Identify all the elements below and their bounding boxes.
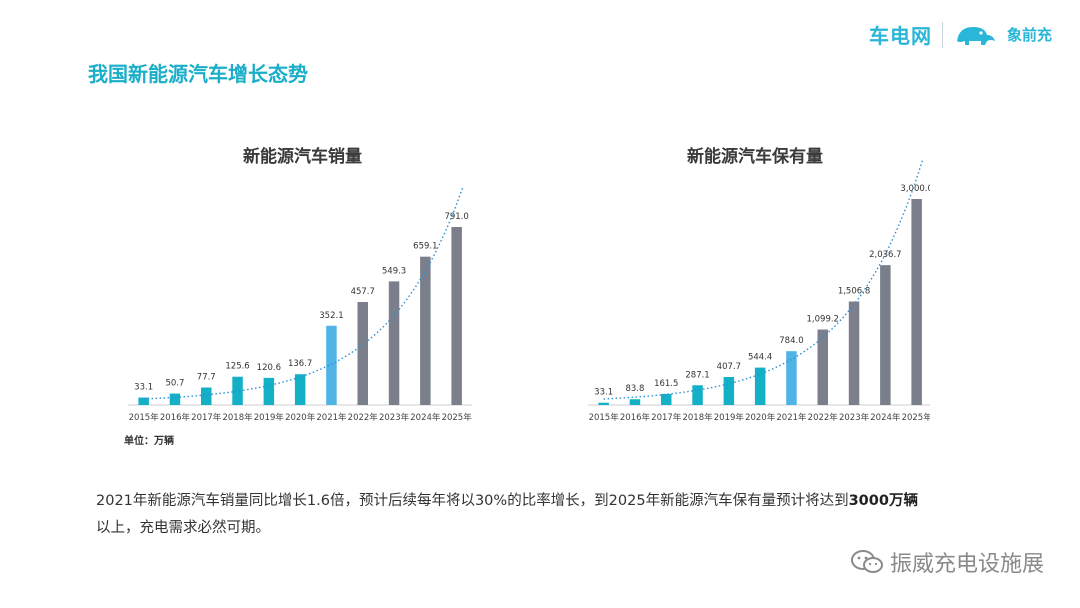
bar [911, 199, 922, 405]
tick-label: 2020年 [745, 412, 776, 423]
tick-label: 2025年 [442, 412, 473, 423]
chart-title: 新能源汽车保有量 [687, 147, 823, 167]
data-label: 457.7 [351, 287, 375, 297]
data-label: 33.1 [134, 383, 153, 393]
data-label: 120.6 [257, 363, 281, 373]
tick-label: 2015年 [129, 412, 160, 423]
tick-label: 2021年 [316, 412, 347, 423]
data-label: 125.6 [225, 362, 249, 372]
wechat-icon [850, 550, 883, 573]
bar [661, 393, 672, 405]
watermark-text: 振威充电设施展 [889, 552, 1044, 577]
bar [880, 265, 891, 405]
tick-label: 2023年 [379, 412, 410, 423]
bar [232, 376, 243, 405]
tick-label: 2020年 [285, 412, 316, 423]
bar [451, 227, 462, 405]
tick-label: 2017年 [651, 412, 682, 423]
bar [357, 302, 368, 405]
bar [263, 377, 275, 405]
data-label: 1,506.8 [838, 287, 870, 297]
data-label: 77.7 [197, 373, 216, 383]
data-label: 352.1 [319, 311, 343, 321]
data-label: 791.0 [444, 212, 468, 222]
ownership-chart-svg: 33.1 2015年 83.8 2016年 161.5 2017年 287.1 2018年 40… [588, 159, 930, 423]
sales-chart: 新能源汽车销量 33.1 2015年 50.7 2016年 77.7 2017年 125.6… [120, 142, 485, 432]
summary-bold: 3000万辆 [848, 493, 918, 509]
bar [420, 256, 431, 405]
tick-label: 2021年 [776, 412, 807, 423]
data-label: 784.0 [779, 336, 803, 346]
logo-divider [941, 21, 943, 48]
data-label: 83.8 [625, 384, 644, 394]
watermark: 振威充电设施展 [850, 546, 1044, 578]
tick-label: 2025年 [902, 412, 930, 423]
data-label: 136.7 [288, 359, 312, 369]
trend-line [603, 159, 924, 400]
tick-label: 2017年 [191, 412, 222, 423]
tick-label: 2022年 [808, 412, 839, 423]
bar [138, 397, 149, 405]
data-label: 33.1 [594, 388, 613, 398]
data-label: 161.5 [654, 379, 678, 389]
data-label: 3,000.0 [900, 184, 930, 194]
trend-line [143, 187, 464, 400]
bar [326, 325, 337, 405]
bar [388, 281, 400, 405]
tick-label: 2023年 [839, 412, 870, 423]
data-label: 549.3 [382, 266, 406, 276]
tick-label: 2024年 [870, 412, 901, 423]
bar [848, 301, 860, 405]
logo-xiangQianChong: 象前充 [1006, 26, 1052, 44]
elephant-logo-icon [956, 26, 995, 45]
bar [817, 329, 828, 405]
data-label: 544.4 [748, 353, 772, 363]
bar [294, 374, 306, 405]
tick-label: 2016年 [160, 412, 191, 423]
bar [754, 367, 766, 405]
bar [692, 385, 703, 405]
chart-title: 新能源汽车销量 [243, 147, 362, 167]
tick-label: 2024年 [410, 412, 441, 423]
tick-label: 2018年 [222, 412, 253, 423]
bar [169, 393, 181, 405]
data-label: 1,099.2 [807, 315, 839, 325]
tick-label: 2016年 [620, 412, 651, 423]
bar [629, 399, 641, 405]
header-logos: 车电网 象前充 [869, 20, 1052, 49]
sales-chart-svg: 33.1 2015年 50.7 2016年 77.7 2017年 125.6 2018年 120… [128, 187, 473, 423]
page-title: 我国新能源汽车增长态势 [88, 62, 308, 86]
tick-label: 2019年 [714, 412, 745, 423]
summary-text-after: 以上，充电需求必然可期。 [96, 520, 270, 536]
summary-text-before: 2021年新能源汽车销量同比增长1.6倍，预计后续每年将以30%的比率增长，到2… [96, 493, 849, 509]
bar [723, 377, 735, 405]
ownership-chart: 新能源汽车保有量 33.1 2015年 83.8 2016年 161.5 2017年 287… [580, 142, 930, 432]
data-label: 287.1 [685, 370, 709, 380]
bar [598, 402, 609, 405]
data-label: 407.7 [717, 362, 741, 372]
summary-text: 2021年新能源汽车销量同比增长1.6倍，预计后续每年将以30%的比率增长，到2… [96, 488, 996, 542]
unit-label: 单位：万辆 [124, 436, 174, 447]
data-label: 659.1 [413, 242, 437, 252]
bar [201, 387, 212, 405]
tick-label: 2022年 [348, 412, 379, 423]
tick-label: 2018年 [682, 412, 713, 423]
logo-cheDianWang: 车电网 [868, 24, 932, 48]
bar [786, 351, 797, 405]
tick-label: 2015年 [589, 412, 620, 423]
tick-label: 2019年 [254, 412, 285, 423]
data-label: 50.7 [165, 379, 184, 389]
